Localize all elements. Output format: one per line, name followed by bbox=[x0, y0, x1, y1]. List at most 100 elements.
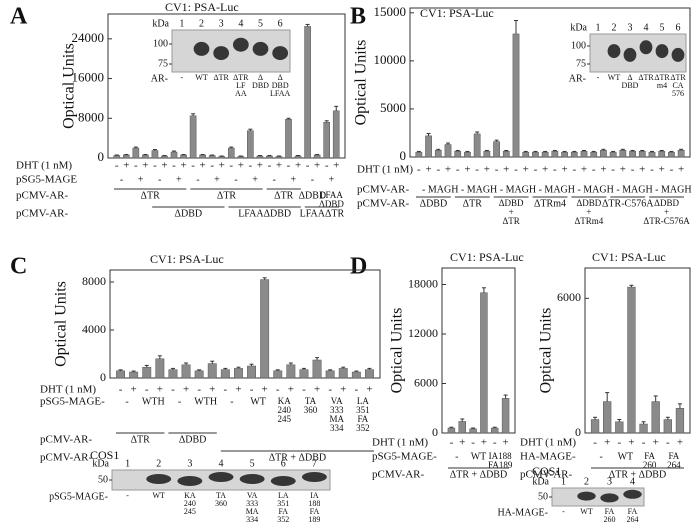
bar bbox=[458, 421, 466, 434]
x-tick-label: + bbox=[581, 164, 587, 176]
blot bbox=[589, 33, 687, 73]
x-row-label: pCMV-AR- bbox=[357, 184, 409, 196]
x-group-label: - bbox=[234, 174, 237, 185]
lane-number: 4 bbox=[630, 476, 635, 487]
x-group-label: ΔTR + ΔDBD bbox=[450, 469, 507, 480]
bar bbox=[180, 154, 187, 159]
x-tick-label: + bbox=[209, 384, 215, 396]
bar bbox=[561, 151, 568, 158]
x-group-label: 245 bbox=[278, 414, 292, 424]
x-tick-label: + bbox=[445, 164, 451, 176]
lane-label: - bbox=[562, 507, 565, 516]
bar bbox=[677, 150, 685, 158]
x-group-label: MAGH bbox=[583, 184, 614, 195]
bar bbox=[648, 151, 656, 158]
bar bbox=[332, 110, 340, 159]
x-group-label: FA bbox=[357, 414, 368, 424]
bar bbox=[323, 121, 330, 159]
lane-label: 333 bbox=[246, 499, 258, 508]
lane-number: 2 bbox=[156, 458, 161, 469]
x-group-label: - bbox=[461, 184, 464, 195]
x-tick-label: + bbox=[288, 384, 294, 396]
x-tick-label: + bbox=[523, 164, 529, 176]
x-tick-label: + bbox=[561, 164, 567, 176]
lane-number: 1 bbox=[596, 22, 601, 33]
y-tick-label: 15000 bbox=[374, 4, 407, 19]
x-row-label: DHT (1 nM) bbox=[520, 437, 576, 449]
lane-label: IA bbox=[310, 491, 319, 500]
x-group-label: MAGH bbox=[467, 184, 498, 195]
lane-label: LA bbox=[278, 491, 289, 500]
bar bbox=[194, 370, 204, 379]
x-group-label: LFAAΔDBD bbox=[238, 208, 291, 219]
x-group-label: MAGH bbox=[506, 184, 537, 195]
x-tick-label: + bbox=[678, 164, 684, 176]
panel-letter: C bbox=[10, 254, 27, 280]
panel-letter: B bbox=[350, 4, 366, 30]
blot-band bbox=[213, 46, 230, 61]
lane-label: CA bbox=[672, 81, 683, 90]
lane-label: WT bbox=[608, 73, 621, 82]
x-group-label: ΔTR bbox=[502, 216, 519, 226]
lane-label: LFAA bbox=[270, 89, 291, 98]
x-tick-label: + bbox=[276, 160, 282, 172]
x-tick-label: + bbox=[262, 384, 268, 396]
lane-label: 334 bbox=[246, 515, 258, 524]
lane-label: m4 bbox=[657, 81, 667, 90]
x-tick-label: + bbox=[620, 164, 626, 176]
x-tick-label: + bbox=[235, 384, 241, 396]
x-tick-label: + bbox=[123, 160, 129, 172]
y-tick-label: 8000 bbox=[82, 274, 106, 288]
bar bbox=[415, 151, 423, 158]
x-row-label: pSG5-MAGE- bbox=[372, 451, 437, 463]
x-group-label: - bbox=[539, 184, 542, 195]
bar bbox=[181, 364, 191, 379]
bar bbox=[512, 33, 520, 158]
x-group-label: - bbox=[158, 174, 161, 185]
bar bbox=[304, 26, 311, 159]
x-group-label: + bbox=[176, 174, 182, 185]
blot-band bbox=[301, 472, 327, 482]
y-tick-label: 8000 bbox=[78, 109, 104, 124]
x-row-label: pCMV-AR- bbox=[40, 434, 92, 446]
lane-label: FA bbox=[278, 507, 288, 516]
bar bbox=[600, 150, 607, 158]
y-axis-label: Optical Units bbox=[538, 308, 555, 394]
x-group-label: MAGH bbox=[622, 184, 653, 195]
x-group-label: - bbox=[311, 174, 314, 185]
bar bbox=[627, 286, 636, 434]
blot-kda: kDa bbox=[92, 458, 109, 469]
x-group-label: MAGH bbox=[428, 184, 459, 195]
lane-label: KA bbox=[184, 491, 196, 500]
x-tick-label: - bbox=[456, 164, 460, 176]
lane-label: ΔTR bbox=[638, 73, 654, 82]
lane-number: 3 bbox=[628, 22, 633, 33]
x-group-label: LFAA bbox=[320, 190, 343, 200]
plot-frame bbox=[409, 7, 691, 158]
x-tick-label: + bbox=[659, 164, 665, 176]
bar bbox=[208, 155, 216, 159]
blot-header: COS1 bbox=[90, 448, 119, 462]
x-group-label: TA bbox=[305, 396, 317, 406]
x-tick-label: + bbox=[639, 164, 645, 176]
blot-band bbox=[208, 472, 234, 482]
bar bbox=[207, 363, 217, 379]
chart-title: CV1: PSA-Luc bbox=[150, 252, 224, 266]
lane-number: 1 bbox=[125, 458, 130, 469]
bar bbox=[129, 371, 139, 379]
x-tick-label: + bbox=[677, 437, 683, 449]
x-tick-label: - bbox=[670, 164, 674, 176]
bar bbox=[541, 151, 549, 158]
lane-number: 3 bbox=[187, 458, 192, 469]
bar bbox=[603, 401, 612, 434]
x-tick-label: - bbox=[514, 164, 518, 176]
x-group-label: LFAAΔTR bbox=[300, 208, 345, 219]
x-tick-label: - bbox=[134, 160, 138, 172]
x-tick-label: - bbox=[355, 384, 359, 396]
blot-band bbox=[146, 474, 172, 484]
blot-band bbox=[671, 47, 685, 62]
x-group-label: ΔTR bbox=[141, 190, 161, 201]
bar bbox=[256, 155, 264, 159]
bar bbox=[275, 156, 283, 159]
